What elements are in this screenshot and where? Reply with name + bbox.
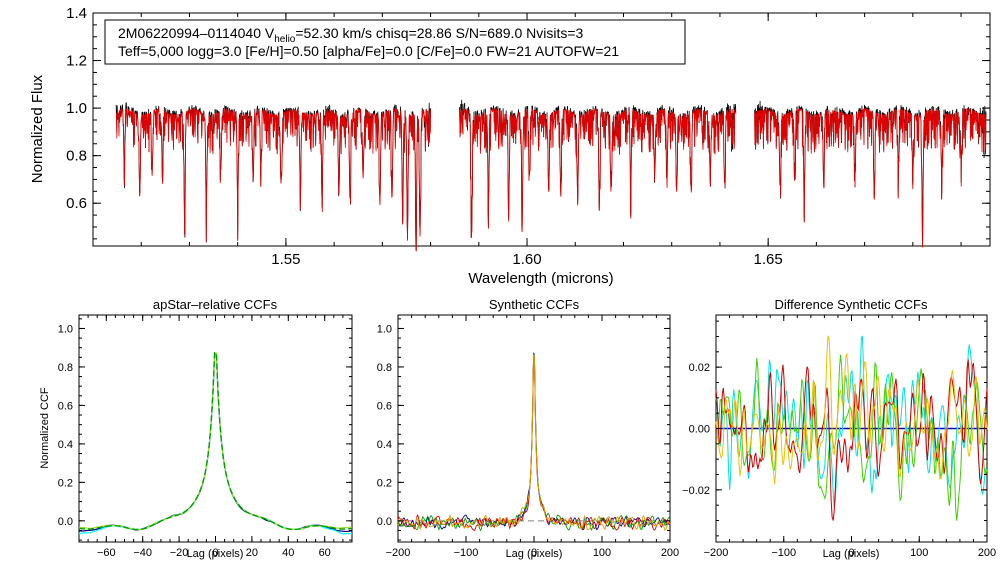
spectrum-ytick-label: 0.8 — [66, 148, 87, 165]
difference-ccf-xtick-label: 100 — [910, 547, 928, 559]
difference-ccf-ytick-label: 0.02 — [689, 362, 710, 374]
spectrum-xtick-label: 1.65 — [754, 251, 783, 268]
apstar-ccf-visit-3-line — [78, 352, 353, 531]
spectrum-ytick-label: 0.6 — [66, 195, 87, 212]
info-line1-sub: helio — [274, 34, 296, 45]
difference-ccf-visit-4-line — [715, 334, 988, 485]
synthetic-ccf-xtick-label: 200 — [661, 547, 679, 559]
difference-ccf-panel: −200 −100 0 100 200 −0.02 0.00 0.02 Difference … — [682, 297, 996, 560]
difference-ccf-xtick-label: −200 — [704, 547, 729, 559]
synthetic-ccf-ytick-label: 0.0 — [377, 516, 392, 528]
apstar-ccf-xtick-label: 40 — [282, 547, 294, 559]
apstar-ccf-ytick-label: 0.8 — [58, 362, 73, 374]
synthetic-ccf-ytick-label: 1.0 — [377, 323, 392, 335]
apstar-ccf-visit-1-line — [78, 352, 353, 533]
difference-ccf-ytick-label: 0.00 — [689, 424, 710, 436]
synthetic-ccf-x-label: Lag (pixels) — [506, 548, 563, 560]
apstar-ccf-combined-line — [78, 352, 353, 531]
spectrum-x-label: Wavelength (microns) — [468, 270, 613, 287]
difference-ccf-xtick-label: 0 — [848, 547, 854, 559]
synthetic-ccf-visit-1-line — [397, 352, 671, 531]
synthetic-ccf-visit-2-line — [397, 353, 671, 532]
apstar-ccf-panel: −60 −40 −20 0 20 40 60 0.0 0.2 0.4 0.6 0.8 1.0 apSta… — [39, 297, 353, 560]
difference-ccf-x-label: Lag (pixels) — [823, 548, 880, 560]
apstar-ccf-title: apStar–relative CCFs — [153, 297, 278, 312]
difference-ccf-xtick-label: −100 — [771, 547, 796, 559]
apstar-ccf-x-label: Lag (pixels) — [187, 548, 244, 560]
synthetic-ccf-xtick-label: 100 — [593, 547, 611, 559]
difference-ccf-visit-3-line — [715, 359, 988, 521]
synthetic-ccf-ytick-label: 0.6 — [377, 400, 392, 412]
synthetic-ccf-panel: −200 −100 0 100 200 0.0 0.2 0.4 0.6 0.8 1.0 Synthe… — [377, 297, 679, 560]
info-line1-suffix: =52.30 km/s chisq=28.86 S/N=689.0 Nvisit… — [295, 25, 583, 41]
spectrum-model-line — [754, 107, 987, 248]
difference-ccf-xtick-label: 200 — [978, 547, 996, 559]
spectrum-frame — [92, 12, 991, 247]
synthetic-ccf-combined-line — [397, 353, 671, 531]
spectrum-info-line1: 2M06220994–0114040 Vhelio=52.30 km/s chi… — [118, 25, 584, 45]
apstar-ccf-xtick-label: 0 — [212, 547, 218, 559]
synthetic-ccf-xtick-label: 0 — [531, 547, 537, 559]
spectrum-ytick-label: 1.2 — [66, 53, 87, 70]
apstar-ccf-ytick-label: 1.0 — [58, 323, 73, 335]
spectrum-y-label: Normalized Flux — [29, 74, 46, 183]
info-line1-prefix: 2M06220994–0114040 V — [118, 25, 275, 41]
spectrum-model-line — [115, 107, 431, 252]
apstar-ccf-ytick-label: 0.0 — [58, 516, 73, 528]
apstar-ccf-xtick-label: −40 — [133, 547, 152, 559]
spectrum-xtick-label: 1.55 — [271, 251, 300, 268]
synthetic-ccf-xtick-label: −200 — [386, 547, 411, 559]
apstar-ccf-visit-2-line — [78, 352, 353, 535]
apstar-ccf-xtick-label: 60 — [319, 547, 331, 559]
synthetic-ccf-frame — [397, 314, 671, 543]
synthetic-ccf-title: Synthetic CCFs — [489, 297, 580, 312]
spectrum-panel: 1.55 1.60 1.65 0.6 0.8 1.0 1.2 1.4 Wavelength (… — [29, 5, 991, 287]
spectrum-ytick-label: 1.0 — [66, 100, 87, 117]
synthetic-ccf-xtick-label: −100 — [454, 547, 479, 559]
apstar-ccf-y-label: Normalized CCF — [39, 387, 51, 469]
difference-ccf-ytick-label: −0.02 — [682, 485, 710, 497]
synthetic-ccf-ytick-label: 0.4 — [377, 439, 392, 451]
apstar-ccf-xtick-label: 20 — [246, 547, 258, 559]
apstar-ccf-frame — [78, 314, 353, 543]
spectrum-xtick-label: 1.60 — [512, 251, 541, 268]
spectrum-ytick-label: 1.4 — [66, 5, 87, 22]
apstar-ccf-ytick-label: 0.4 — [58, 439, 73, 451]
spectrum-model-line — [459, 107, 736, 239]
difference-ccf-title: Difference Synthetic CCFs — [775, 297, 928, 312]
apstar-ccf-xtick-label: −60 — [97, 547, 116, 559]
apstar-ccf-ytick-label: 0.2 — [58, 477, 73, 489]
spectrum-info-line2: Teff=5,000 logg=3.0 [Fe/H]=0.50 [alpha/F… — [118, 43, 619, 59]
synthetic-ccf-visit-3-line — [397, 355, 671, 532]
apstar-ccf-ytick-label: 0.6 — [58, 400, 73, 412]
synthetic-ccf-ytick-label: 0.8 — [377, 362, 392, 374]
apstar-ccf-xtick-label: −20 — [170, 547, 189, 559]
synthetic-ccf-ytick-label: 0.2 — [377, 477, 392, 489]
difference-ccf-visit-1-line — [715, 335, 988, 508]
spectrum-info-box — [104, 19, 686, 65]
